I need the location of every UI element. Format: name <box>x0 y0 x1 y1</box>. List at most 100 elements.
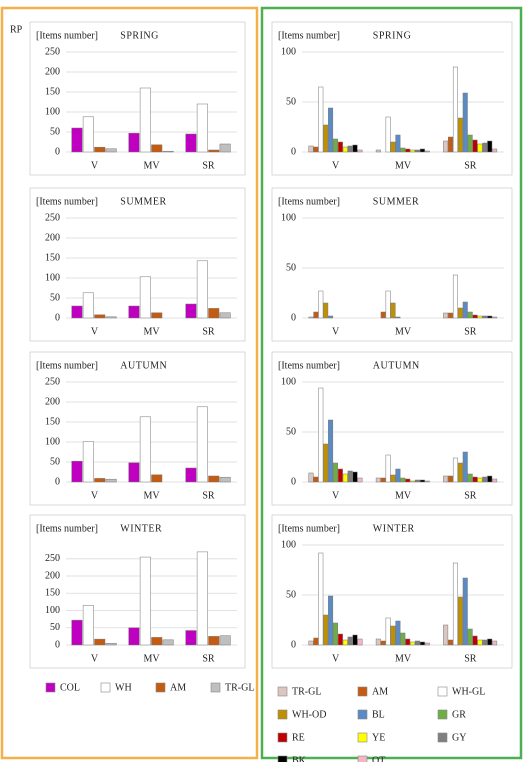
y-tick-label: 0 <box>55 639 60 650</box>
y-tick-label: 100 <box>281 539 296 550</box>
bar <box>347 145 353 153</box>
bar <box>94 146 106 153</box>
legend-swatch <box>155 682 166 693</box>
rp-panel <box>0 6 259 760</box>
bar <box>380 640 386 646</box>
bar <box>457 462 463 483</box>
y-axis-label: [Items number] <box>36 196 98 207</box>
y-tick-label: 100 <box>45 272 60 283</box>
y-tick-label: 250 <box>45 376 60 387</box>
legend-swatch <box>357 686 368 697</box>
bar <box>151 312 163 319</box>
bar <box>448 136 454 153</box>
bar <box>219 143 231 153</box>
y-tick-label: 150 <box>45 416 60 427</box>
bar <box>71 460 83 483</box>
x-tick-label: V <box>332 490 340 501</box>
legend-label: OT <box>372 755 385 762</box>
x-tick-label: SR <box>202 160 215 171</box>
legend-swatch <box>437 732 448 743</box>
bar <box>443 140 449 153</box>
bar <box>128 462 140 483</box>
x-tick-label: SR <box>464 160 477 171</box>
bar <box>337 141 343 153</box>
bar <box>139 416 151 483</box>
bar <box>487 315 493 319</box>
bar <box>477 639 483 646</box>
bar <box>357 638 363 646</box>
bar <box>482 476 488 483</box>
y-tick-label: 100 <box>45 605 60 616</box>
bar <box>185 133 197 153</box>
legend-swatch <box>277 732 288 743</box>
bar <box>82 292 94 319</box>
bar <box>342 146 348 153</box>
bar <box>462 301 468 319</box>
bar <box>385 116 391 153</box>
bar <box>477 477 483 483</box>
legend-swatch <box>357 732 368 743</box>
y-tick-label: 250 <box>45 553 60 564</box>
bar <box>448 639 454 646</box>
bar <box>380 477 386 483</box>
bar <box>208 636 220 646</box>
bar <box>219 476 231 483</box>
bar <box>94 478 106 483</box>
legend-label: BL <box>372 709 385 720</box>
bar <box>385 290 391 319</box>
bar <box>448 475 454 483</box>
x-tick-label: SR <box>202 653 215 664</box>
bar <box>424 642 430 646</box>
y-axis-label: [Items number] <box>278 523 340 534</box>
bar <box>410 480 416 483</box>
bar <box>208 475 220 483</box>
bar <box>385 454 391 483</box>
y-tick-label: 100 <box>45 106 60 117</box>
bar <box>332 622 338 646</box>
legend-label: RE <box>292 732 305 743</box>
bar <box>414 640 420 646</box>
x-tick-label: V <box>91 326 99 337</box>
bar <box>323 302 329 319</box>
y-tick-label: 150 <box>45 252 60 263</box>
bar <box>375 638 381 646</box>
legend-label: BK <box>292 755 307 762</box>
bar <box>357 149 363 153</box>
bar <box>347 470 353 483</box>
bar <box>457 117 463 153</box>
bar <box>139 87 151 153</box>
bar <box>139 556 151 646</box>
legend-label: TR-GL <box>292 686 321 697</box>
legend-label: GR <box>452 709 466 720</box>
y-tick-label: 50 <box>286 426 296 437</box>
x-tick-label: V <box>332 326 340 337</box>
y-tick-label: 0 <box>291 476 296 487</box>
bar <box>482 639 488 646</box>
bar <box>128 627 140 646</box>
bar <box>462 451 468 483</box>
bar <box>357 477 363 483</box>
bar <box>219 312 231 319</box>
bar <box>185 630 197 646</box>
y-axis-label: [Items number] <box>36 523 98 534</box>
y-tick-label: 200 <box>45 66 60 77</box>
subplot-title: AUTUMN <box>373 360 420 371</box>
bar <box>313 146 319 153</box>
y-tick-label: 250 <box>45 46 60 57</box>
bar <box>151 144 163 153</box>
y-tick-label: 150 <box>45 588 60 599</box>
bar <box>94 638 106 646</box>
y-tick-label: 50 <box>50 456 60 467</box>
bar <box>452 562 458 646</box>
bar <box>337 468 343 483</box>
subplot-title: SPRING <box>373 30 412 41</box>
bar <box>313 637 319 646</box>
bar <box>424 480 430 483</box>
bar <box>332 462 338 483</box>
bar <box>395 316 401 319</box>
bar <box>390 302 396 319</box>
bar <box>467 628 473 646</box>
legend-swatch <box>45 682 56 693</box>
bar <box>323 614 329 646</box>
y-tick-label: 100 <box>45 436 60 447</box>
